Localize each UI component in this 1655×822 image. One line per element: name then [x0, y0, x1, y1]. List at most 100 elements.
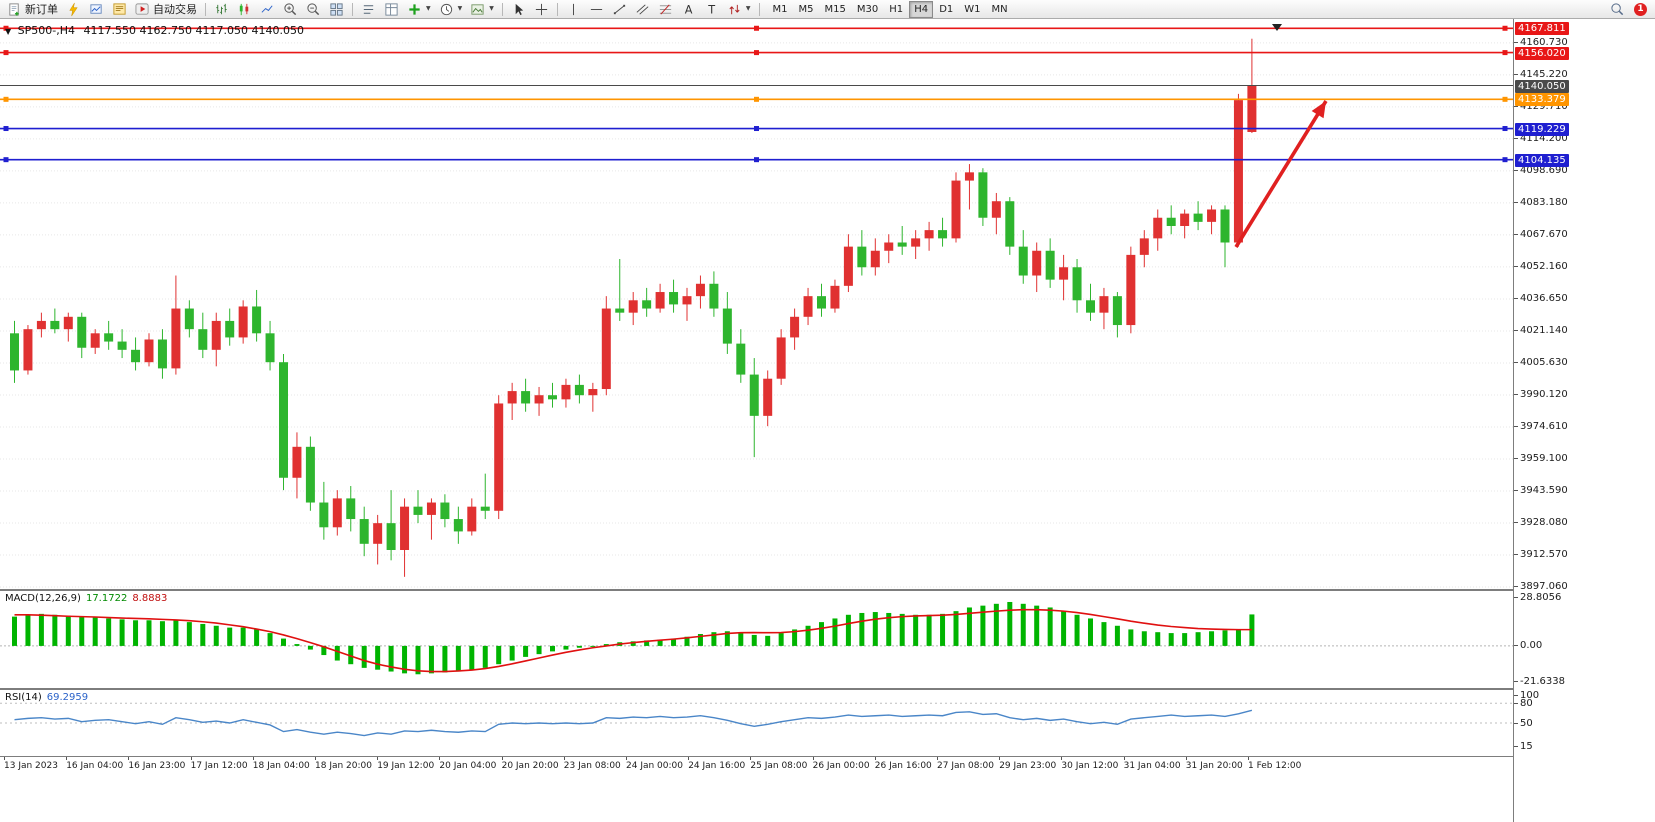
candle [238, 306, 248, 338]
cursor-tool-button[interactable] [507, 1, 530, 18]
search-button[interactable] [1606, 1, 1629, 18]
line-handle [1502, 126, 1508, 132]
time-tick [563, 757, 565, 760]
time-axis-label: 20 Jan 20:00 [501, 761, 559, 771]
horizontal-line-tool-button[interactable] [585, 1, 608, 18]
timeframe-h4-button[interactable]: H4 [909, 0, 934, 18]
notification-badge[interactable]: 1 [1634, 2, 1647, 16]
trend-arrow-object[interactable] [1234, 100, 1328, 248]
indicator-list-button[interactable] [357, 1, 380, 18]
candle [601, 308, 611, 390]
horizontal-line-object[interactable] [0, 50, 1513, 56]
candle [77, 316, 87, 348]
horizontal-line-object[interactable] [0, 157, 1513, 163]
rsi-name: RSI(14) [5, 692, 42, 703]
auto-trading-button[interactable]: 自动交易 [131, 1, 201, 18]
trendline-tool-button[interactable] [608, 1, 631, 18]
equidistant-channel-tool-button[interactable] [631, 1, 654, 18]
vertical-line-tool-button[interactable] [562, 1, 585, 18]
candle [1166, 217, 1176, 226]
candle [1153, 217, 1163, 239]
candle [1112, 296, 1122, 326]
time-tick [501, 757, 503, 760]
fibonacci-tool-button[interactable] [654, 1, 677, 18]
metaeditor-button[interactable] [108, 1, 131, 18]
time-axis-label: 18 Jan 04:00 [252, 761, 310, 771]
periods-button[interactable]: ▼ [435, 1, 467, 18]
svg-text:A: A [685, 3, 693, 16]
panel-separator[interactable] [0, 756, 1513, 757]
timeframe-mn-button[interactable]: MN [987, 1, 1013, 18]
clock-icon [440, 3, 452, 15]
rsi-panel-canvas[interactable] [0, 690, 1513, 756]
text-label-tool-button[interactable]: T [700, 1, 723, 18]
candle [695, 283, 705, 297]
chart-profile-button[interactable] [85, 1, 108, 18]
candle [117, 341, 127, 350]
candle [63, 316, 73, 330]
horizontal-line-object[interactable] [0, 126, 1513, 132]
timeframe-m5-button[interactable]: M5 [794, 1, 819, 18]
templates-button[interactable]: ▼ [466, 1, 498, 18]
timeframe-m1-button[interactable]: M1 [768, 1, 793, 18]
candle [870, 250, 880, 268]
macd-panel-canvas[interactable] [0, 591, 1513, 688]
axis-tick [1514, 137, 1518, 139]
candlestick-chart-button[interactable] [233, 1, 256, 18]
crosshair-tool-button[interactable] [530, 1, 553, 18]
axis-tick [1514, 703, 1518, 705]
shift-end-marker-icon[interactable] [1272, 24, 1282, 31]
time-tick [252, 757, 254, 760]
candle [131, 349, 141, 363]
horizontal-line-object[interactable] [0, 25, 1513, 31]
candle [104, 333, 114, 342]
chart-menu-icon[interactable]: ▼ [5, 27, 12, 36]
time-axis-label: 31 Jan 04:00 [1123, 761, 1181, 771]
time-axis[interactable]: 13 Jan 2023 16 Jan 04:00 16 Jan 23:00 17 Ja… [0, 757, 1513, 775]
candle [90, 333, 100, 348]
zoom-in-button[interactable] [279, 1, 302, 18]
timeframe-d1-button[interactable]: D1 [934, 1, 958, 18]
timeframe-m15-button[interactable]: M15 [820, 1, 851, 18]
candle [23, 329, 33, 371]
axis-tick [1514, 554, 1518, 555]
text-label-icon: T [707, 3, 715, 16]
main-chart-canvas[interactable] [0, 19, 1513, 589]
horizontal-line-object[interactable] [0, 96, 1513, 102]
axis-tick [1514, 425, 1518, 427]
candle [897, 242, 907, 247]
data-window-button[interactable] [380, 1, 403, 18]
price-axis-label: 3974.610 [1520, 420, 1568, 432]
candle [453, 519, 463, 532]
timeframe-m30-button[interactable]: M30 [852, 1, 883, 18]
line-chart-button[interactable] [256, 1, 279, 18]
crosshair-icon [535, 3, 547, 15]
cursor-icon [515, 3, 524, 15]
bar-chart-button[interactable] [210, 1, 233, 18]
time-tick [1248, 757, 1249, 760]
panel-separator[interactable] [0, 688, 1513, 690]
time-axis-label: 29 Jan 23:00 [999, 761, 1057, 771]
add-indicator-button[interactable]: ▼ [403, 1, 435, 18]
macd-indicator-label: MACD(12,26,9) 17.1722 8.8883 [5, 593, 167, 604]
zoom-out-button[interactable] [302, 1, 325, 18]
tile-windows-button[interactable] [325, 1, 348, 18]
dropdown-caret-icon: ▼ [457, 5, 463, 12]
candle [292, 446, 302, 478]
price-axis[interactable]: 4160.730 4145.220 4129.710 4114.200 4098.690… [1513, 19, 1655, 822]
new-order-button[interactable]: 新订单 [3, 1, 62, 18]
timeframe-h1-button[interactable]: H1 [884, 1, 908, 18]
panel-separator[interactable] [0, 589, 1513, 591]
candle [1086, 300, 1095, 313]
quick-trade-button[interactable] [62, 1, 85, 18]
candle [830, 285, 840, 309]
time-axis-label: 16 Jan 04:00 [66, 761, 124, 771]
candle [426, 502, 436, 515]
text-tool-button[interactable]: A [677, 1, 700, 18]
arrow-tools-button[interactable]: ▼ [723, 1, 755, 18]
time-tick [439, 757, 441, 760]
candle [440, 502, 450, 520]
candle [467, 506, 477, 532]
timeframe-w1-button[interactable]: W1 [959, 1, 985, 18]
candle [588, 389, 598, 396]
